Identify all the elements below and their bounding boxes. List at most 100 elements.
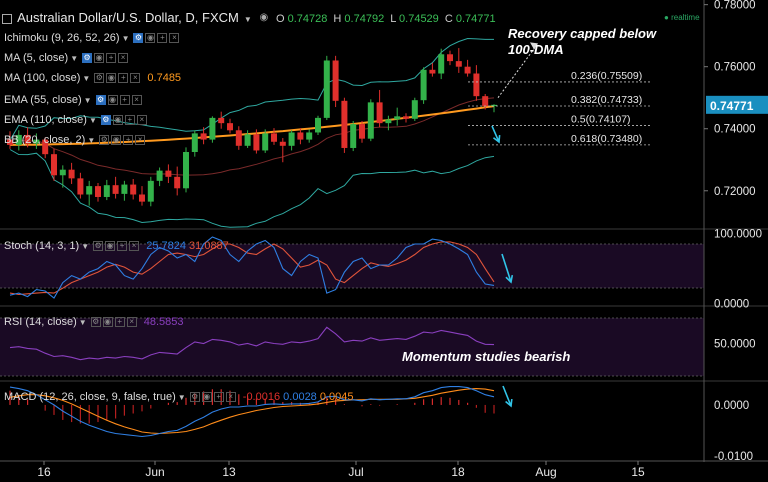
candle-body bbox=[491, 104, 497, 107]
bollinger-mid-line bbox=[9, 97, 495, 176]
eye-icon[interactable]: ◉ bbox=[112, 115, 123, 126]
candle-body bbox=[482, 96, 489, 107]
settings-icon[interactable]: ⚙ bbox=[189, 392, 200, 403]
chevron-down-icon[interactable]: ▼ bbox=[83, 96, 92, 105]
chevron-down-icon[interactable]: ▼ bbox=[88, 116, 97, 125]
close-label: C bbox=[444, 13, 453, 25]
chevron-down-icon[interactable]: ▼ bbox=[70, 54, 79, 63]
chevron-down-icon[interactable]: ▼ bbox=[177, 393, 186, 402]
eye-icon[interactable]: ◉ bbox=[105, 241, 116, 252]
fib-level-label: 0.236(0.75509) bbox=[571, 70, 642, 82]
stoch-axis-label: 0.0000 bbox=[714, 299, 749, 311]
eye-icon[interactable]: ◉ bbox=[201, 392, 212, 403]
eye-icon[interactable]: ◉ bbox=[106, 73, 117, 84]
legend-ma100[interactable]: MA (100, close) ▼ ⚙ ◉ + × 0.7485 bbox=[4, 72, 181, 84]
legend-bb[interactable]: BB (20, close, 2) ▼ ⚙ ◉ + × bbox=[4, 134, 146, 146]
add-icon[interactable]: + bbox=[117, 241, 128, 252]
legend-stoch[interactable]: Stoch (14, 3, 1) ▼ ⚙ ◉ + × 25.7824 31.0887 bbox=[4, 240, 229, 252]
chevron-down-icon[interactable]: ▼ bbox=[121, 34, 130, 43]
candle-body bbox=[42, 139, 49, 155]
realtime-label: realtime bbox=[671, 13, 700, 22]
candle-body bbox=[59, 169, 66, 176]
time-axis-label: Jul bbox=[348, 465, 363, 479]
chevron-down-icon[interactable]: ▼ bbox=[82, 74, 91, 83]
close-icon[interactable]: × bbox=[130, 73, 141, 84]
settings-icon[interactable]: ⚙ bbox=[82, 53, 93, 64]
close-icon[interactable]: × bbox=[129, 241, 140, 252]
candle-body bbox=[447, 54, 453, 62]
legend-ema55[interactable]: EMA (55, close) ▼ ⚙ ◉ + × bbox=[4, 94, 142, 106]
fib-level-label: 0.618(0.73480) bbox=[571, 133, 642, 145]
settings-icon[interactable]: ⚙ bbox=[95, 95, 106, 106]
eye-icon[interactable]: ◉ bbox=[94, 53, 105, 64]
candle-body bbox=[147, 180, 154, 202]
add-icon[interactable]: + bbox=[213, 392, 224, 403]
chevron-down-icon[interactable]: ▼ bbox=[87, 136, 96, 145]
visibility-icon[interactable]: ◉ bbox=[259, 12, 269, 24]
legend-ma5[interactable]: MA (5, close) ▼ ⚙ ◉ + × bbox=[4, 52, 129, 64]
legend-ichimoku[interactable]: Ichimoku (9, 26, 52, 26) ▼ ⚙ ◉ + × bbox=[4, 32, 180, 44]
add-icon[interactable]: + bbox=[106, 53, 117, 64]
candle-body bbox=[473, 73, 480, 97]
legend-rsi[interactable]: RSI (14, close) ▼ ⚙ ◉ + × 48.5853 bbox=[4, 316, 184, 328]
close-icon[interactable]: × bbox=[131, 95, 142, 106]
settings-icon[interactable]: ⚙ bbox=[90, 317, 101, 328]
candle-body bbox=[394, 116, 401, 120]
legend-ema110-label: EMA (110, close) bbox=[4, 114, 87, 126]
candle-body bbox=[121, 184, 128, 194]
settings-icon[interactable]: ⚙ bbox=[93, 241, 104, 252]
settings-icon[interactable]: ⚙ bbox=[100, 115, 111, 126]
legend-ma5-label: MA (5, close) bbox=[4, 52, 69, 64]
close-icon[interactable]: × bbox=[136, 115, 147, 126]
candle-body bbox=[420, 69, 427, 101]
eye-icon[interactable]: ◉ bbox=[107, 95, 118, 106]
settings-icon[interactable]: ⚙ bbox=[99, 135, 110, 146]
add-icon[interactable]: + bbox=[157, 33, 168, 44]
add-icon[interactable]: + bbox=[118, 73, 129, 84]
macd-signal-line bbox=[9, 388, 495, 435]
eye-icon[interactable]: ◉ bbox=[111, 135, 122, 146]
legend-bb-label: BB (20, close, 2) bbox=[4, 134, 86, 146]
close-icon[interactable]: × bbox=[118, 53, 129, 64]
close-icon[interactable]: × bbox=[126, 317, 137, 328]
candle-body bbox=[77, 178, 84, 195]
close-icon[interactable]: × bbox=[169, 33, 180, 44]
add-icon[interactable]: + bbox=[119, 95, 130, 106]
bearish-arrow-price-head bbox=[492, 134, 501, 144]
candle-body bbox=[227, 123, 233, 131]
eye-icon[interactable]: ◉ bbox=[145, 33, 156, 44]
low-label: L bbox=[390, 13, 396, 25]
candle-body bbox=[51, 154, 57, 176]
candle-body bbox=[156, 170, 163, 181]
add-icon[interactable]: + bbox=[114, 317, 125, 328]
open-value: 0.74728 bbox=[287, 13, 328, 25]
candle-body bbox=[385, 119, 392, 124]
macd-line bbox=[9, 386, 495, 438]
annotation-recovery: Recovery capped below 100-DMA bbox=[508, 26, 657, 57]
annotation-momentum: Momentum studies bearish bbox=[402, 349, 571, 364]
chevron-down-icon[interactable]: ▼ bbox=[243, 15, 252, 24]
legend-ema55-label: EMA (55, close) bbox=[4, 94, 82, 106]
time-axis-label: 15 bbox=[631, 465, 645, 479]
stoch-axis-label: 100.0000 bbox=[714, 229, 762, 241]
settings-icon[interactable]: ⚙ bbox=[94, 73, 105, 84]
add-icon[interactable]: + bbox=[123, 135, 134, 146]
time-axis-label: Jun bbox=[145, 465, 164, 479]
collapse-icon[interactable] bbox=[2, 14, 12, 25]
close-icon[interactable]: × bbox=[225, 392, 236, 403]
candle-body bbox=[306, 132, 313, 140]
symbol-title[interactable]: Australian Dollar/U.S. Dollar, D, FXCM bbox=[17, 10, 239, 25]
chevron-down-icon[interactable]: ▼ bbox=[78, 318, 87, 327]
settings-icon[interactable]: ⚙ bbox=[133, 33, 144, 44]
legend-ema110[interactable]: EMA (110, close) ▼ ⚙ ◉ + × bbox=[4, 114, 147, 126]
legend-macd[interactable]: MACD (12, 26, close, 9, false, true) ▼ ⚙ ◉ +… bbox=[4, 391, 354, 403]
add-icon[interactable]: + bbox=[124, 115, 135, 126]
chevron-down-icon[interactable]: ▼ bbox=[81, 242, 90, 251]
close-value: 0.74771 bbox=[455, 13, 496, 25]
realtime-indicator: ● realtime bbox=[664, 13, 700, 22]
bearish-arrow-stoch-head bbox=[505, 274, 514, 284]
close-icon[interactable]: × bbox=[135, 135, 146, 146]
eye-icon[interactable]: ◉ bbox=[102, 317, 113, 328]
candle-body bbox=[235, 130, 242, 146]
